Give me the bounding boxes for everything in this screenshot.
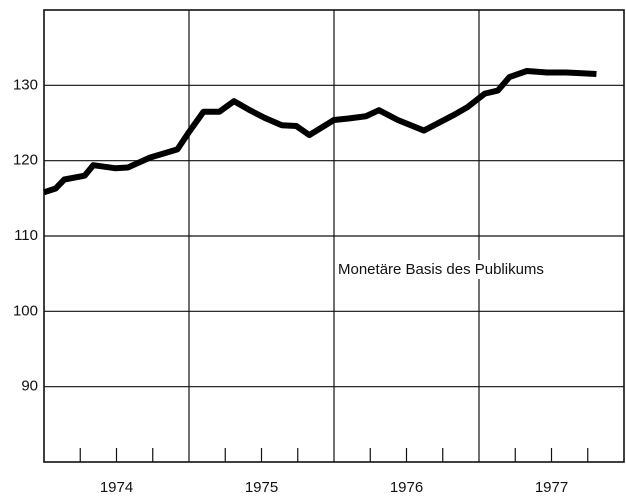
x-tick-label: 1977 xyxy=(535,479,568,496)
data-line xyxy=(43,68,597,196)
x-tick-label: 1974 xyxy=(100,479,133,496)
annotation: Monetäre Basis des Publikums xyxy=(338,261,544,278)
y-tick-label: 110 xyxy=(14,227,38,244)
y-tick-label: 90 xyxy=(21,378,38,395)
plot-frame xyxy=(43,9,625,463)
x-tick-label: 1976 xyxy=(390,479,423,496)
x-tick-label: 1975 xyxy=(245,479,278,496)
annotation-bg xyxy=(336,259,546,279)
y-tick-label: 130 xyxy=(13,76,38,93)
y-tick-label: 100 xyxy=(13,302,38,319)
y-tick-label: 120 xyxy=(13,152,38,169)
